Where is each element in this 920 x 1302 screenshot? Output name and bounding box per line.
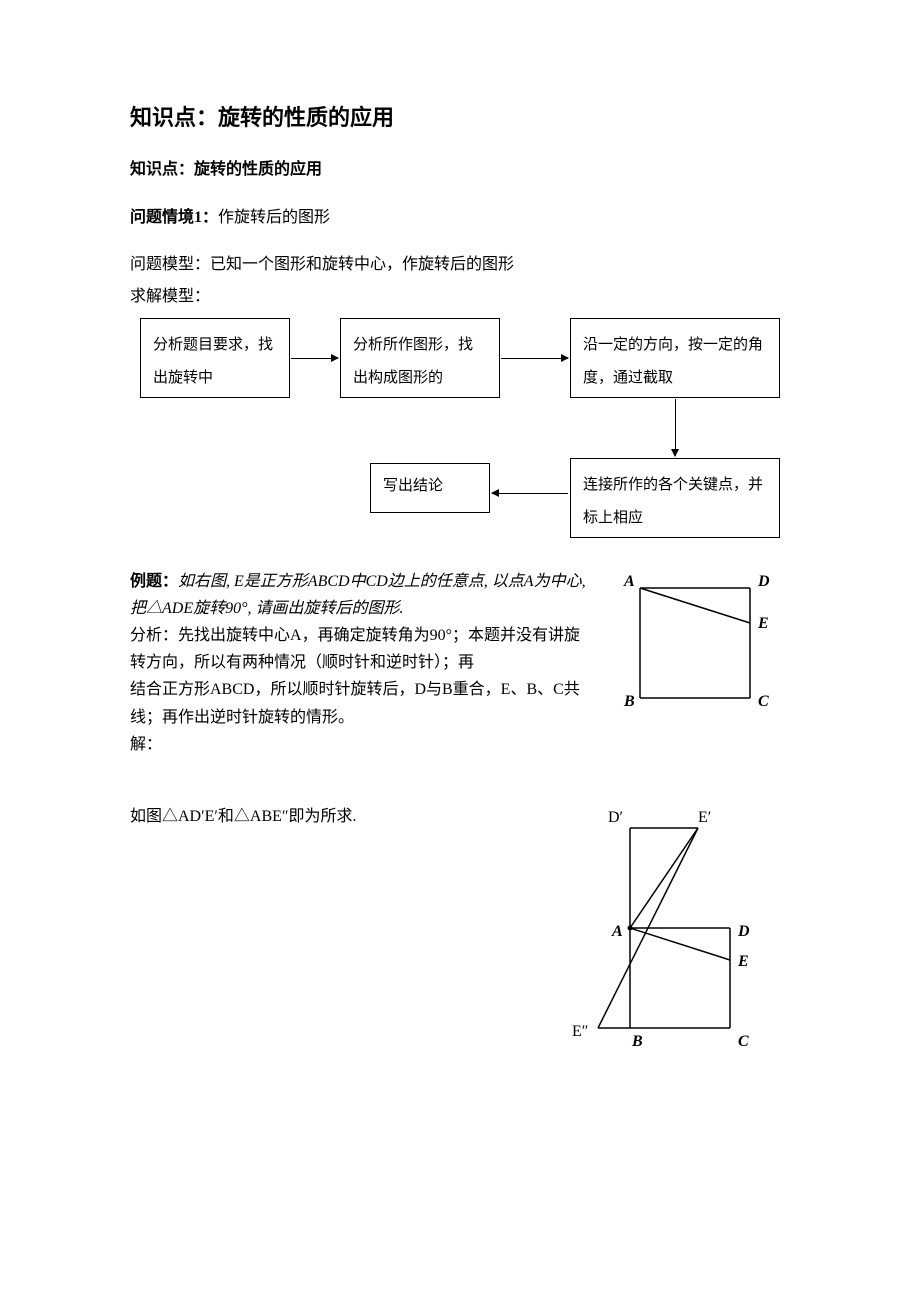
svg-text:E: E [737,953,749,970]
figure-2: A D B C E D′ E′ E″ [530,798,790,1067]
analysis-cont: 结合正方形ABCD，所以顺时针旋转后，D与B重合，E、B、C共线；再作出逆时针旋… [130,676,590,730]
flow-box-1: 分析题目要求，找出旋转中 [140,318,290,398]
scenario-text: 作旋转后的图形 [218,209,330,226]
flow-arrow-3 [675,399,676,456]
figure-1: A D B C E [610,568,790,717]
example-block: 例题：如右图, E是正方形ABCD中CD边上的任意点, 以点A为中心, 把△AD… [130,568,790,758]
page-title: 知识点：旋转的性质的应用 [130,100,790,135]
flowchart: 分析题目要求，找出旋转中 分析所作图形，找出构成图形的 沿一定的方向，按一定的角… [130,318,790,548]
solve-label: 求解模型： [130,284,790,310]
scenario-line: 问题情境1：作旋转后的图形 [130,205,790,231]
conclusion-text: 如图△AD′E′和△ABE″即为所求. [130,798,500,830]
example-body: 如右图, E是正方形ABCD中CD边上的任意点, 以点A为中心, 把△ADE旋转… [130,573,586,617]
example-body-line: 例题：如右图, E是正方形ABCD中CD边上的任意点, 以点A为中心, 把△AD… [130,568,590,622]
flow-arrow-2 [501,358,568,359]
solution-row: 如图△AD′E′和△ABE″即为所求. A D B C E D′ E′ E″ [130,798,790,1067]
analysis-label: 分析： [130,627,178,644]
svg-text:A: A [611,923,623,940]
example-label: 例题： [130,573,178,590]
analysis-text: 先找出旋转中心A，再确定旋转角为90°；本题并没有讲旋转方向，所以有两种情况（顺… [130,627,580,671]
svg-text:E: E [757,615,769,632]
svg-text:C: C [758,693,769,708]
flow-box-2: 分析所作图形，找出构成图形的 [340,318,500,398]
model-label: 问题模型： [130,256,210,273]
flow-arrow-1 [291,358,338,359]
svg-text:C: C [738,1033,749,1050]
svg-text:A: A [623,573,635,590]
svg-text:B: B [623,693,635,708]
flow-box-3: 沿一定的方向，按一定的角度，通过截取 [570,318,780,398]
svg-text:E′: E′ [698,809,711,826]
scenario-label: 问题情境1： [130,209,218,226]
subtitle: 知识点：旋转的性质的应用 [130,157,790,183]
solve-label-2: 解： [130,731,590,758]
flow-box-4: 连接所作的各个关键点，并标上相应 [570,458,780,538]
example-text: 例题：如右图, E是正方形ABCD中CD边上的任意点, 以点A为中心, 把△AD… [130,568,590,758]
flow-box-5: 写出结论 [370,463,490,513]
svg-text:D: D [757,573,770,590]
analysis-line: 分析：先找出旋转中心A，再确定旋转角为90°；本题并没有讲旋转方向，所以有两种情… [130,622,590,676]
svg-text:B: B [631,1033,643,1050]
svg-text:E″: E″ [572,1023,588,1040]
svg-text:D′: D′ [608,809,623,826]
svg-text:D: D [737,923,750,940]
flow-arrow-4 [492,493,568,494]
model-line: 问题模型：已知一个图形和旋转中心，作旋转后的图形 [130,252,790,278]
model-text: 已知一个图形和旋转中心，作旋转后的图形 [210,256,514,273]
